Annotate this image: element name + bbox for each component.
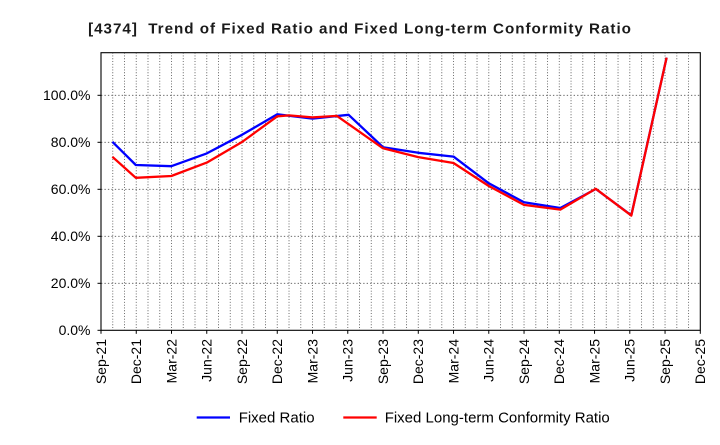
svg-text:Mar-23: Mar-23 — [304, 339, 320, 384]
svg-text:Fixed Long-term Conformity Rat: Fixed Long-term Conformity Ratio — [385, 409, 610, 426]
svg-text:Sep-24: Sep-24 — [516, 339, 532, 384]
svg-text:Mar-25: Mar-25 — [586, 339, 602, 384]
svg-text:Dec-25: Dec-25 — [692, 339, 708, 384]
svg-text:0.0%: 0.0% — [59, 322, 91, 338]
svg-text:Jun-23: Jun-23 — [340, 339, 356, 382]
svg-text:Dec-23: Dec-23 — [410, 339, 426, 384]
svg-text:Jun-25: Jun-25 — [622, 339, 638, 382]
svg-text:100.0%: 100.0% — [43, 87, 90, 103]
svg-text:60.0%: 60.0% — [51, 181, 91, 197]
svg-text:Mar-22: Mar-22 — [163, 339, 179, 384]
svg-text:Sep-22: Sep-22 — [234, 339, 250, 384]
svg-text:Jun-24: Jun-24 — [481, 339, 497, 382]
svg-text:Dec-24: Dec-24 — [551, 339, 567, 384]
svg-text:80.0%: 80.0% — [51, 134, 91, 150]
svg-text:40.0%: 40.0% — [51, 228, 91, 244]
svg-text:Jun-22: Jun-22 — [199, 339, 215, 382]
svg-text:Dec-22: Dec-22 — [269, 339, 285, 384]
svg-text:Dec-21: Dec-21 — [128, 339, 144, 384]
svg-text:20.0%: 20.0% — [51, 275, 91, 291]
svg-text:Fixed Ratio: Fixed Ratio — [239, 409, 315, 426]
svg-text:[4374] Trend of Fixed Ratio a: [4374] Trend of Fixed Ratio and Fixed Lo… — [88, 20, 632, 37]
svg-text:Sep-21: Sep-21 — [93, 339, 109, 384]
svg-text:Sep-23: Sep-23 — [375, 339, 391, 384]
svg-text:Mar-24: Mar-24 — [445, 339, 461, 384]
svg-text:Sep-25: Sep-25 — [657, 339, 673, 384]
